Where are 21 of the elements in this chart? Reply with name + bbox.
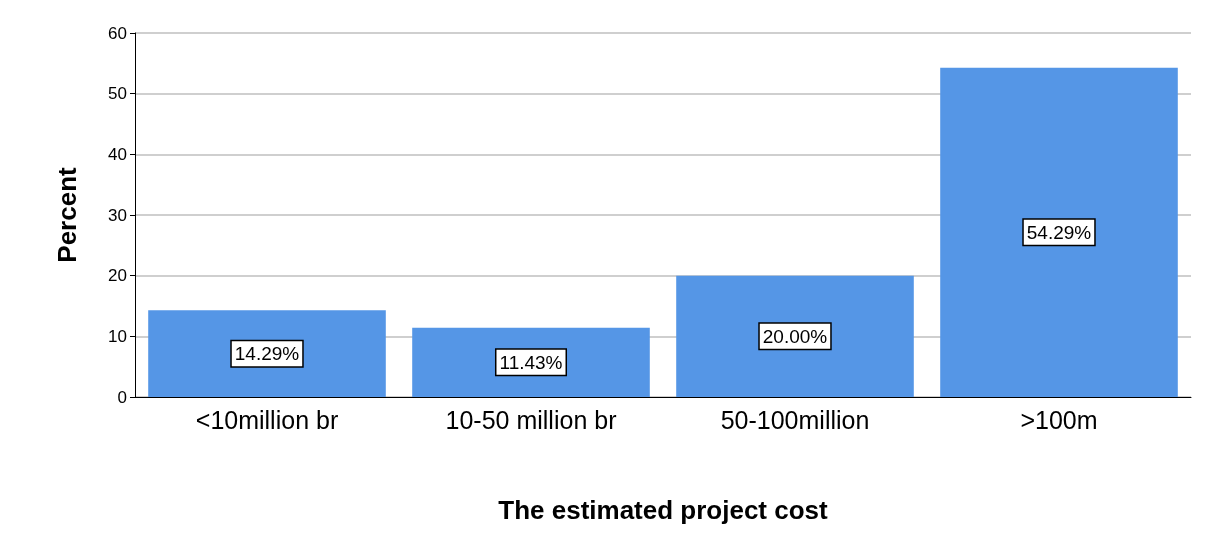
y-tick-label: 0 [117,387,127,407]
y-tick-label: 40 [108,144,127,164]
x-tick-label: 10-50 million br [445,406,617,434]
data-label: 54.29% [1026,221,1092,243]
data-label: 14.29% [234,343,300,365]
y-tick-label: 50 [108,84,127,104]
bar [412,327,650,397]
y-tick-label: 60 [108,23,127,43]
bar [940,67,1178,397]
data-label: 11.43% [499,351,563,373]
y-tick-label: 10 [108,326,127,346]
x-axis-title: The estimated project cost [498,495,829,525]
y-tick-label: 30 [108,205,127,225]
bar [148,310,386,397]
y-axis-title: Percent [52,166,82,263]
y-tick-label: 20 [108,266,127,286]
bar [676,275,914,397]
x-tick-label: >100m [1020,406,1098,434]
x-tick-label: 50-100million [720,406,870,434]
x-tick-label: <10million br [195,406,339,434]
data-label: 20.00% [762,325,828,347]
